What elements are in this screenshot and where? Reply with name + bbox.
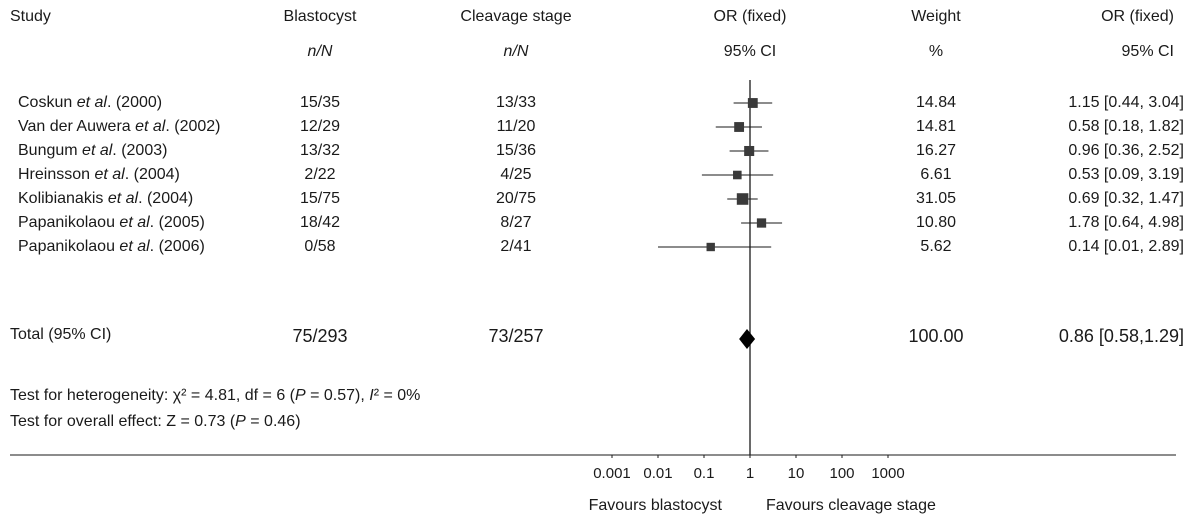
- study-weight: 31.05: [915, 190, 957, 207]
- study-blastocyst: 15/35: [299, 94, 341, 111]
- axis-tick-label: 0.001: [593, 465, 631, 482]
- study-cleavage: 8/27: [500, 214, 532, 231]
- axis-tick-label: 1000: [871, 465, 904, 482]
- study-or-ci: 0.53 [0.09, 3.19]: [1068, 166, 1184, 183]
- favours-left-label: Favours blastocyst: [588, 497, 722, 514]
- odds-ratio-marker: [736, 193, 749, 205]
- study-name: Bungum et al. (2003): [18, 142, 168, 159]
- study-or-ci: 0.58 [0.18, 1.82]: [1068, 118, 1184, 135]
- header-or-fixed: OR (fixed): [713, 8, 787, 25]
- study-cleavage: 15/36: [495, 142, 537, 159]
- study-weight: 14.84: [915, 94, 957, 111]
- study-or-ci: 0.69 [0.32, 1.47]: [1068, 190, 1184, 207]
- total-cleavage: 73/257: [488, 326, 544, 346]
- study-blastocyst: 12/29: [299, 118, 341, 135]
- study-weight: 14.81: [915, 118, 957, 135]
- study-name: Coskun et al. (2000): [18, 94, 163, 111]
- axis-tick-label: 1: [746, 465, 754, 482]
- total-or-ci: 0.86 [0.58,1.29]: [1058, 326, 1184, 346]
- study-cleavage: 4/25: [500, 166, 532, 183]
- overall-effect-test: Test for overall effect: Z = 0.73 (P = 0…: [10, 413, 301, 430]
- header-blastocyst-sub: n/N: [307, 43, 333, 60]
- study-name: Papanikolaou et al. (2006): [18, 238, 205, 255]
- study-name: Van der Auwera et al. (2002): [18, 118, 221, 135]
- total-label: Total (95% CI): [10, 326, 112, 343]
- study-blastocyst: 15/75: [299, 190, 341, 207]
- header-or-ci-2: 95% CI: [1121, 43, 1174, 60]
- study-cleavage: 20/75: [495, 190, 537, 207]
- study-or-ci: 1.15 [0.44, 3.04]: [1068, 94, 1184, 111]
- study-cleavage: 11/20: [496, 118, 536, 135]
- study-cleavage: 2/41: [500, 238, 532, 255]
- axis-tick-label: 10: [788, 465, 805, 482]
- total-blastocyst: 75/293: [292, 326, 348, 346]
- header-cleavage: Cleavage stage: [460, 8, 572, 25]
- header-blastocyst: Blastocyst: [283, 8, 357, 25]
- study-blastocyst: 13/32: [299, 142, 341, 159]
- odds-ratio-marker: [706, 242, 715, 252]
- study-or-ci: 1.78 [0.64, 4.98]: [1068, 214, 1184, 231]
- header-study: Study: [10, 8, 51, 25]
- axis-tick-label: 0.1: [694, 465, 715, 482]
- study-blastocyst: 18/42: [299, 214, 341, 231]
- header-weight: Weight: [911, 8, 961, 25]
- odds-ratio-marker: [734, 122, 745, 132]
- header-cleavage-sub: n/N: [503, 43, 529, 60]
- study-weight: 6.61: [920, 166, 952, 183]
- study-name: Papanikolaou et al. (2005): [18, 214, 205, 231]
- study-weight: 5.62: [920, 238, 952, 255]
- study-blastocyst: 2/22: [304, 166, 336, 183]
- study-or-ci: 0.14 [0.01, 2.89]: [1068, 238, 1184, 255]
- heterogeneity-test: Test for heterogeneity: χ² = 4.81, df = …: [10, 387, 421, 404]
- study-weight: 16.27: [915, 142, 957, 159]
- header-or-fixed-2: OR (fixed): [1101, 8, 1174, 25]
- favours-right-label: Favours cleavage stage: [766, 497, 936, 514]
- study-name: Hreinsson et al. (2004): [18, 166, 180, 183]
- odds-ratio-marker: [756, 218, 767, 228]
- study-weight: 10.80: [915, 214, 957, 231]
- header-weight-unit: %: [928, 43, 944, 60]
- study-cleavage: 13/33: [495, 94, 537, 111]
- odds-ratio-marker: [747, 98, 758, 108]
- axis-tick-label: 0.01: [643, 465, 672, 482]
- total-diamond: [739, 329, 756, 349]
- axis-tick-label: 100: [829, 465, 854, 482]
- header-or-ci: 95% CI: [723, 43, 777, 60]
- odds-ratio-marker: [744, 145, 755, 157]
- total-weight: 100.00: [908, 326, 964, 346]
- study-name: Kolibianakis et al. (2004): [18, 190, 194, 207]
- odds-ratio-marker: [733, 170, 742, 180]
- study-or-ci: 0.96 [0.36, 2.52]: [1068, 142, 1184, 159]
- study-blastocyst: 0/58: [304, 238, 336, 255]
